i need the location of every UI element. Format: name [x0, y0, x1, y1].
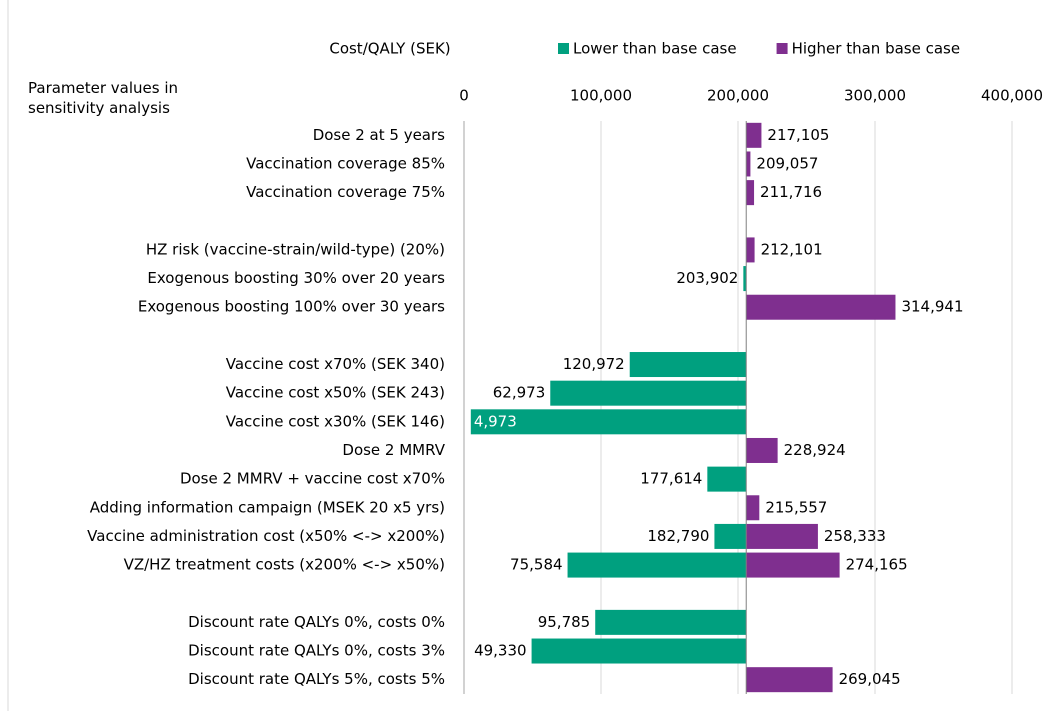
value-label: 274,165	[846, 556, 908, 574]
x-tick-label: 300,000	[844, 87, 906, 105]
legend-swatch	[558, 43, 569, 54]
value-label: 269,045	[839, 670, 901, 688]
category-label: Vaccine cost x50% (SEK 243)	[226, 384, 445, 402]
category-label: Vaccination coverage 75%	[246, 183, 445, 201]
value-label: 49,330	[474, 642, 527, 660]
bar	[629, 352, 747, 378]
value-label: 75,584	[510, 556, 563, 574]
x-axis-label: Cost/QALY (SEK)	[329, 40, 450, 58]
value-label: 177,614	[640, 470, 702, 488]
bar	[550, 380, 747, 406]
category-label: Vaccine cost x30% (SEK 146)	[226, 412, 445, 430]
category-label: Exogenous boosting 30% over 20 years	[147, 269, 445, 287]
y-axis-label: Parameter values in sensitivity analysis	[28, 79, 179, 117]
value-label: 258,333	[824, 527, 886, 545]
bar	[746, 437, 778, 463]
legend-swatch	[776, 43, 788, 54]
value-label: 120,972	[563, 355, 625, 373]
x-tick-label: 200,000	[707, 87, 769, 105]
category-label: Exogenous boosting 100% over 30 years	[138, 298, 445, 316]
category-label: Vaccine cost x70% (SEK 340)	[226, 355, 445, 373]
value-label: 217,105	[767, 126, 829, 144]
category-label: Discount rate QALYs 0%, costs 3%	[188, 642, 445, 660]
value-label: 203,902	[676, 269, 738, 287]
value-label: 228,924	[784, 441, 846, 459]
value-label: 182,790	[647, 527, 709, 545]
x-tick-label: 400,000	[981, 87, 1043, 105]
bar	[470, 409, 747, 435]
value-label: 314,941	[901, 298, 963, 316]
value-label: 211,716	[760, 183, 822, 201]
category-label: Discount rate QALYs 5%, costs 5%	[188, 670, 445, 688]
bar	[746, 294, 896, 320]
category-label: Dose 2 at 5 years	[313, 126, 445, 144]
bar	[746, 180, 755, 206]
bar	[714, 523, 747, 549]
category-label: Dose 2 MMRV	[342, 441, 445, 459]
legend-label: Lower than base case	[573, 40, 737, 58]
category-label: Dose 2 MMRV + vaccine cost x70%	[180, 470, 445, 488]
x-tick-label: 0	[459, 87, 469, 105]
bar	[746, 495, 760, 521]
bar	[531, 638, 747, 664]
bar	[746, 122, 762, 148]
bar	[743, 266, 747, 292]
value-label: 215,557	[765, 498, 827, 516]
category-label: VZ/HZ treatment costs (x200% <-> x50%)	[124, 556, 445, 574]
value-label: 62,973	[493, 384, 546, 402]
bar	[746, 552, 840, 578]
x-tick-label: 100,000	[570, 87, 632, 105]
legend-label: Higher than base case	[792, 40, 961, 58]
bar	[567, 552, 747, 578]
bar	[746, 523, 818, 549]
category-label: Discount rate QALYs 0%, costs 0%	[188, 613, 445, 631]
value-label: 209,057	[756, 154, 818, 172]
value-label: 212,101	[761, 240, 823, 258]
category-label: Vaccination coverage 85%	[246, 154, 445, 172]
bar	[595, 609, 747, 635]
value-label: 95,785	[538, 613, 591, 631]
category-label: HZ risk (vaccine-strain/wild-type) (20%)	[146, 240, 445, 258]
bar	[746, 667, 833, 693]
value-label: 4,973	[474, 412, 517, 430]
y-axis-label-box: Parameter values in sensitivity analysis	[28, 79, 179, 117]
bar	[746, 237, 755, 263]
category-label: Vaccine administration cost (x50% <-> x2…	[87, 527, 445, 545]
bar	[707, 466, 747, 492]
bar	[746, 151, 751, 177]
category-label: Adding information campaign (MSEK 20 x5 …	[90, 498, 445, 516]
